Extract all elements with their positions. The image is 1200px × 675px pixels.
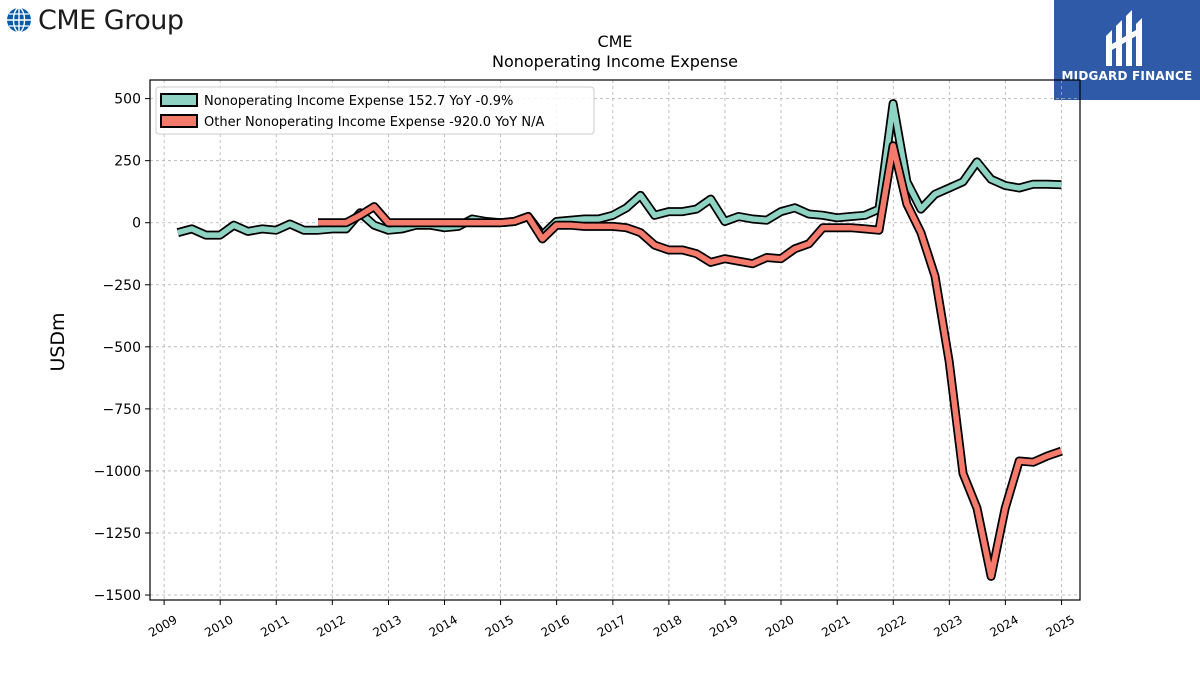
x-tick-label: 2010 [202, 612, 235, 639]
x-tick-label: 2013 [371, 612, 404, 639]
x-tick-label: 2018 [651, 612, 684, 639]
midgard-logo-text: MIDGARD FINANCE [1061, 69, 1193, 83]
chart-subtitle: Nonoperating Income Expense [492, 52, 738, 71]
x-tick-label: 2017 [595, 612, 628, 639]
plot-frame [149, 79, 1081, 601]
y-axis-label: USDm [47, 312, 69, 371]
y-axis: 500 250 0 −250 −500 −750 −1000 −1250 −1500 [94, 92, 150, 604]
legend-box [155, 86, 595, 135]
x-tick-label: 2020 [763, 612, 796, 639]
x-tick-label: 2023 [931, 612, 964, 639]
x-tick-label: 2009 [146, 612, 179, 639]
series-2-line [318, 143, 1063, 580]
x-tick-label: 2025 [1044, 612, 1077, 639]
series-1-line [177, 100, 1062, 238]
x-tick-label: 2015 [483, 612, 516, 639]
legend-swatch [160, 93, 198, 107]
x-tick-label: 2024 [987, 612, 1020, 639]
x-tick-label: 2016 [539, 612, 572, 639]
y-tick-label: −500 [103, 340, 141, 356]
chart-title: CME [597, 32, 632, 51]
grid [150, 80, 1080, 600]
x-tick-label: 2021 [819, 612, 852, 639]
y-tick-label: 500 [114, 92, 141, 108]
y-tick-label: 0 [132, 216, 141, 232]
cme-group-logo: CME Group [6, 4, 184, 36]
x-tick-label: 2022 [875, 612, 908, 639]
midgard-monogram-icon [1106, 10, 1142, 66]
x-axis: 2009 2010 2011 2012 2013 2014 2015 2016 2017 2018… [146, 600, 1077, 640]
legend: Nonoperating Income Expense 152.7 YoY -0… [155, 86, 595, 135]
y-tick-label: 250 [114, 154, 141, 170]
midgard-finance-logo: MIDGARD FINANCE [1054, 0, 1200, 100]
y-tick-label: −750 [103, 402, 141, 418]
cme-logo-text: CME Group [38, 4, 184, 36]
x-tick-label: 2019 [707, 612, 740, 639]
y-tick-label: −1500 [94, 588, 141, 604]
y-tick-label: −250 [103, 278, 141, 294]
x-tick-label: 2012 [314, 612, 347, 639]
legend-label: Other Nonoperating Income Expense -920.0… [204, 115, 544, 130]
y-tick-label: −1000 [94, 464, 141, 480]
legend-label: Nonoperating Income Expense 152.7 YoY -0… [204, 94, 513, 109]
x-tick-label: 2011 [258, 612, 291, 639]
cme-globe-icon [7, 7, 31, 33]
legend-swatch [160, 114, 198, 128]
y-tick-label: −1250 [94, 526, 141, 542]
x-tick-label: 2014 [427, 612, 460, 639]
series-group [176, 99, 1063, 581]
